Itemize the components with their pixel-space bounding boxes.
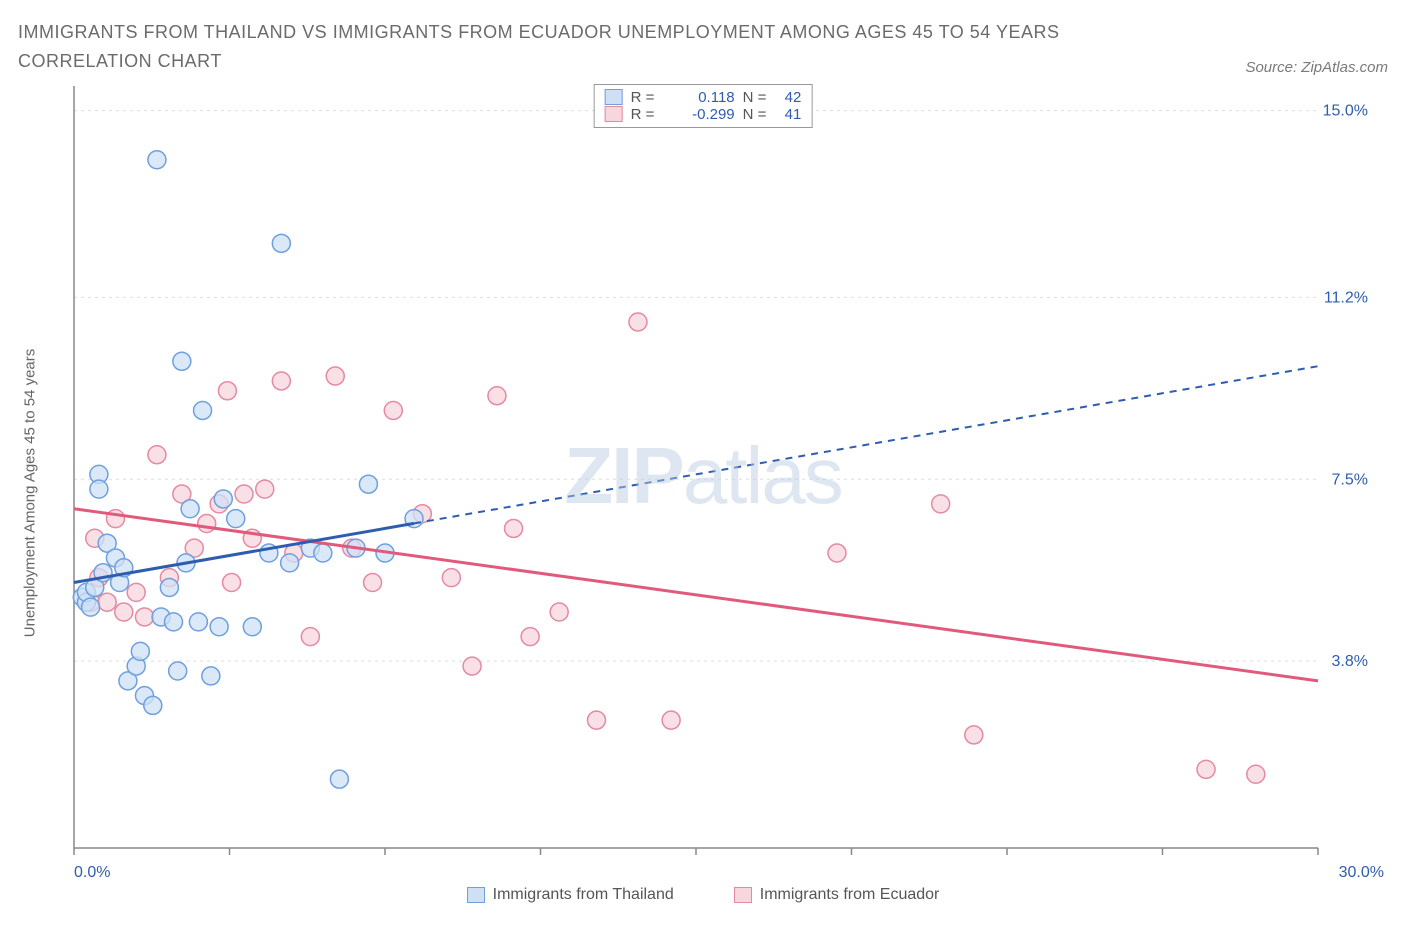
- source-label: Source: ZipAtlas.com: [1245, 59, 1388, 76]
- r-value: 0.118: [673, 89, 735, 106]
- legend-label: Immigrants from Thailand: [493, 886, 674, 904]
- r-label: R =: [631, 106, 665, 123]
- series-legend: Immigrants from Thailand Immigrants from…: [18, 886, 1388, 904]
- swatch-thailand: [467, 887, 485, 903]
- scatter-chart: 3.8% 7.5% 11.2% 15.0%: [18, 82, 1388, 862]
- x-axis-start: 0.0%: [74, 864, 110, 882]
- svg-text:11.2%: 11.2%: [1324, 289, 1368, 306]
- legend-item-thailand: Immigrants from Thailand: [467, 886, 674, 904]
- y-axis-label: Unemployment Among Ages 45 to 54 years: [22, 348, 39, 637]
- legend-label: Immigrants from Ecuador: [760, 886, 940, 904]
- n-label: N =: [743, 89, 777, 106]
- legend-row-thailand: R = 0.118 N = 42: [605, 89, 802, 106]
- svg-text:15.0%: 15.0%: [1323, 102, 1368, 119]
- swatch-thailand: [605, 89, 623, 105]
- correlation-legend: R = 0.118 N = 42 R = -0.299 N = 41: [594, 84, 813, 128]
- r-label: R =: [631, 89, 665, 106]
- swatch-ecuador: [605, 106, 623, 122]
- legend-item-ecuador: Immigrants from Ecuador: [734, 886, 940, 904]
- x-axis-end: 30.0%: [1339, 864, 1384, 882]
- n-value: 41: [785, 106, 802, 123]
- svg-text:3.8%: 3.8%: [1332, 653, 1368, 670]
- r-value: -0.299: [673, 106, 735, 123]
- chart-title: IMMIGRANTS FROM THAILAND VS IMMIGRANTS F…: [18, 18, 1118, 76]
- svg-text:7.5%: 7.5%: [1332, 471, 1368, 488]
- swatch-ecuador: [734, 887, 752, 903]
- n-label: N =: [743, 106, 777, 123]
- n-value: 42: [785, 89, 802, 106]
- legend-row-ecuador: R = -0.299 N = 41: [605, 106, 802, 123]
